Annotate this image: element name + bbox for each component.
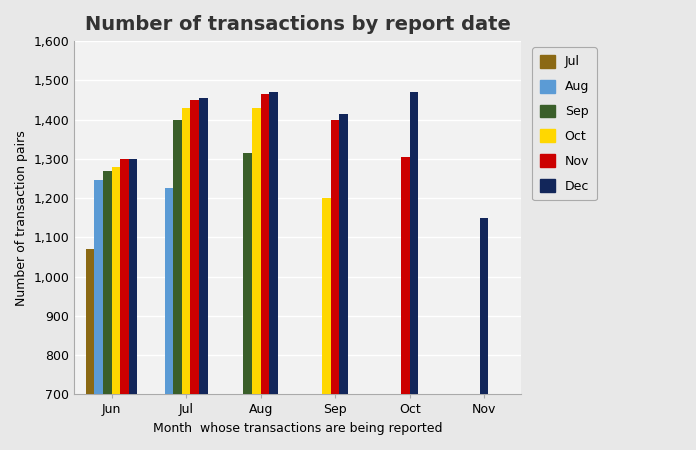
Bar xyxy=(260,94,269,394)
Bar xyxy=(269,92,278,394)
Bar xyxy=(252,108,260,394)
Legend: Jul, Aug, Sep, Oct, Nov, Dec: Jul, Aug, Sep, Oct, Nov, Dec xyxy=(532,47,596,200)
Bar xyxy=(111,167,120,394)
Bar xyxy=(120,159,129,394)
Bar xyxy=(103,171,111,394)
Bar xyxy=(401,157,410,394)
Y-axis label: Number of transaction pairs: Number of transaction pairs xyxy=(15,130,28,306)
Bar xyxy=(199,98,207,394)
Bar xyxy=(244,153,252,394)
Bar xyxy=(165,188,173,394)
Bar xyxy=(340,114,348,394)
Bar xyxy=(191,100,199,394)
Bar xyxy=(322,198,331,394)
Bar xyxy=(182,108,191,394)
Bar xyxy=(129,159,137,394)
Bar xyxy=(86,249,95,394)
Bar xyxy=(480,218,489,394)
Bar xyxy=(410,92,418,394)
Bar xyxy=(331,120,340,394)
Title: Number of transactions by report date: Number of transactions by report date xyxy=(85,15,511,34)
Bar xyxy=(95,180,103,394)
X-axis label: Month  whose transactions are being reported: Month whose transactions are being repor… xyxy=(153,422,443,435)
Bar xyxy=(173,120,182,394)
